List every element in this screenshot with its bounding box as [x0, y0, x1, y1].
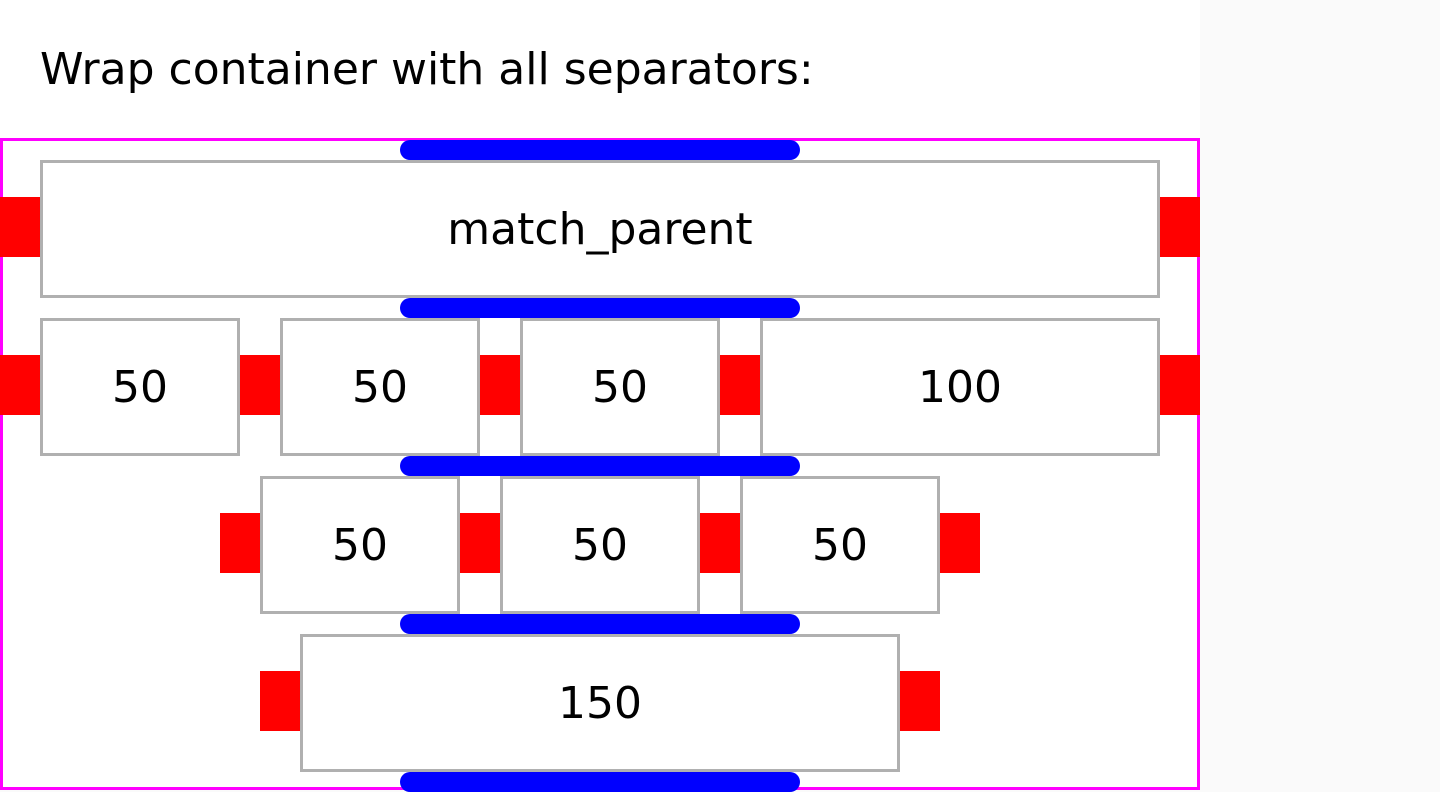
item-50: 50 [500, 476, 700, 614]
item-50: 50 [280, 318, 480, 456]
item-50: 50 [520, 318, 720, 456]
item-label: 50 [112, 361, 168, 413]
item-separator [1160, 197, 1200, 257]
page-title: Wrap container with all separators: [40, 44, 814, 95]
item-separator [0, 355, 40, 415]
item-label: 50 [812, 519, 868, 571]
item-separator [260, 671, 300, 731]
item-separator [1160, 355, 1200, 415]
item-separator [0, 197, 40, 257]
page: Wrap container with all separators: matc… [0, 44, 1200, 792]
line-separator-2 [400, 456, 800, 476]
wrap-container: match_parent 50 50 50 100 50 50 [0, 138, 1200, 792]
item-50: 50 [40, 318, 240, 456]
line-separator-bottom [400, 772, 800, 792]
item-label: 50 [332, 519, 388, 571]
item-150: 150 [300, 634, 900, 772]
item-separator [700, 513, 740, 573]
item-separator [940, 513, 980, 573]
item-match-parent: match_parent [40, 160, 1160, 298]
item-label: 100 [918, 361, 1002, 413]
line-separator-1 [400, 298, 800, 318]
item-label: 50 [572, 519, 628, 571]
item-separator [720, 355, 760, 415]
item-50: 50 [740, 476, 940, 614]
item-100: 100 [760, 318, 1160, 456]
item-label: 50 [592, 361, 648, 413]
item-separator [460, 513, 500, 573]
item-label: 150 [558, 677, 642, 729]
line-separator-3 [400, 614, 800, 634]
item-separator [240, 355, 280, 415]
item-separator [480, 355, 520, 415]
item-separator [900, 671, 940, 731]
line-separator-top [400, 140, 800, 160]
item-label: match_parent [447, 203, 753, 255]
item-label: 50 [352, 361, 408, 413]
item-separator [220, 513, 260, 573]
item-50: 50 [260, 476, 460, 614]
